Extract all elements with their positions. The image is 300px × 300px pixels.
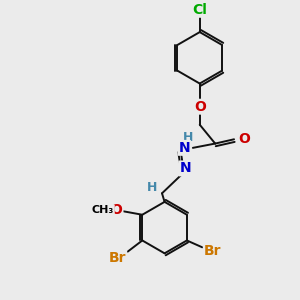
Text: H: H bbox=[182, 131, 193, 144]
Text: H: H bbox=[146, 181, 157, 194]
Text: Cl: Cl bbox=[192, 3, 207, 17]
Text: CH₃: CH₃ bbox=[92, 206, 114, 215]
Text: O: O bbox=[238, 132, 250, 146]
Text: O: O bbox=[194, 100, 206, 114]
Text: N: N bbox=[178, 141, 190, 155]
Text: Br: Br bbox=[204, 244, 221, 258]
Text: O: O bbox=[111, 203, 122, 218]
Text: N: N bbox=[179, 161, 191, 176]
Text: Br: Br bbox=[109, 250, 126, 265]
